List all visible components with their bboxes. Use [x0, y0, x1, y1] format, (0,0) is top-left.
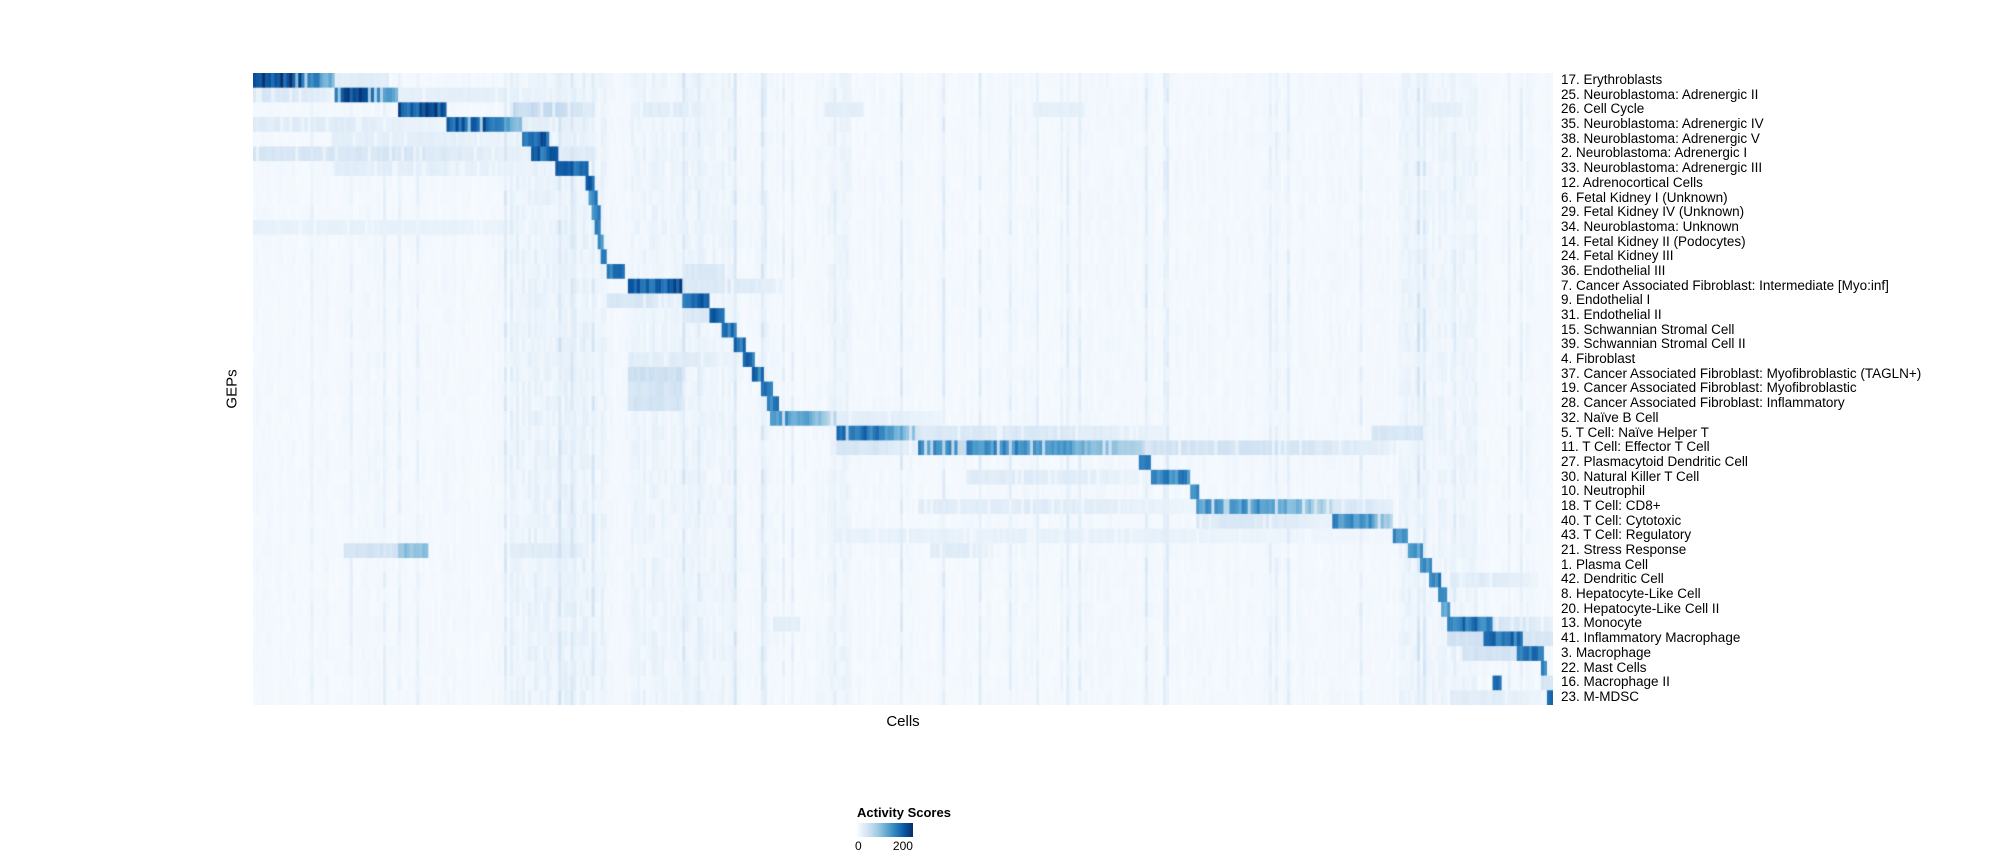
row-label: 43. T Cell: Regulatory [1561, 527, 1692, 543]
row-label: 25. Neuroblastoma: Adrenergic II [1561, 86, 1759, 102]
row-label: 15. Schwannian Stromal Cell [1561, 321, 1735, 337]
row-label: 41. Inflammatory Macrophage [1561, 630, 1741, 646]
row-label: 13. Monocyte [1561, 615, 1643, 631]
colorbar-gradient [857, 823, 913, 837]
row-label: 42. Dendritic Cell [1561, 571, 1664, 587]
row-label: 8. Hepatocyte-Like Cell [1561, 586, 1701, 602]
row-label: 39. Schwannian Stromal Cell II [1561, 336, 1746, 352]
row-label: 16. Macrophage II [1561, 674, 1670, 690]
row-label: 10. Neutrophil [1561, 483, 1646, 499]
colorbar-min-label: 0 [854, 839, 862, 851]
row-label: 24. Fetal Kidney III [1561, 248, 1674, 264]
row-label: 32. Naïve B Cell [1561, 409, 1659, 425]
colorbar-ticks: 0 200 [854, 839, 913, 851]
row-label: 12. Adrenocortical Cells [1561, 174, 1703, 190]
row-label: 2. Neuroblastoma: Adrenergic I [1561, 145, 1748, 161]
row-label: 31. Endothelial II [1561, 307, 1662, 322]
row-label: 22. Mast Cells [1561, 659, 1647, 675]
row-label: 1. Plasma Cell [1561, 556, 1649, 572]
row-label: 14. Fetal Kidney II (Podocytes) [1561, 233, 1746, 249]
y-axis-label: GEPs [223, 369, 241, 409]
row-label: 7. Cancer Associated Fibroblast: Interme… [1561, 277, 1889, 293]
row-labels: 17. Erythroblasts 25. Neuroblastoma: Adre… [1561, 72, 1922, 705]
row-label: 9. Endothelial I [1561, 292, 1651, 308]
row-label: 27. Plasmacytoid Dendritic Cell [1561, 453, 1748, 469]
row-label: 19. Cancer Associated Fibroblast: Myofib… [1561, 380, 1857, 396]
row-label: 18. T Cell: CD8+ [1561, 497, 1661, 513]
row-label: 40. T Cell: Cytotoxic [1561, 512, 1682, 528]
row-label: 11. T Cell: Effector T Cell [1561, 439, 1710, 455]
row-label: 30. Natural Killer T Cell [1561, 468, 1700, 484]
legend-title: Activity Scores [857, 805, 951, 820]
row-label: 29. Fetal Kidney IV (Unknown) [1561, 204, 1745, 220]
row-label: 36. Endothelial III [1561, 262, 1666, 278]
row-label: 5. T Cell: Naïve Helper T [1561, 424, 1709, 440]
row-label: 6. Fetal Kidney I (Unknown) [1561, 189, 1728, 205]
row-label: 21. Stress Response [1561, 542, 1687, 557]
colorbar-legend: Activity Scores 0 200 [854, 805, 951, 851]
row-label: 37. Cancer Associated Fibroblast: Myofib… [1561, 365, 1922, 381]
row-label: 33. Neuroblastoma: Adrenergic III [1561, 160, 1763, 176]
row-label: 35. Neuroblastoma: Adrenergic IV [1561, 116, 1764, 132]
row-label: 4. Fibroblast [1561, 351, 1636, 367]
heatmap-canvas [253, 73, 1553, 705]
row-label: 26. Cell Cycle [1561, 101, 1645, 117]
row-label: 3. Macrophage [1561, 644, 1652, 660]
colorbar-max-label: 200 [892, 839, 913, 851]
row-label: 34. Neuroblastoma: Unknown [1561, 218, 1739, 234]
row-label: 23. M-MDSC [1561, 688, 1640, 704]
row-label: 38. Neuroblastoma: Adrenergic V [1561, 130, 1760, 146]
row-label: 28. Cancer Associated Fibroblast: Inflam… [1561, 395, 1845, 411]
row-label: 20. Hepatocyte-Like Cell II [1561, 600, 1720, 616]
row-label: 17. Erythroblasts [1561, 72, 1663, 87]
x-axis-label: Cells [886, 713, 920, 730]
